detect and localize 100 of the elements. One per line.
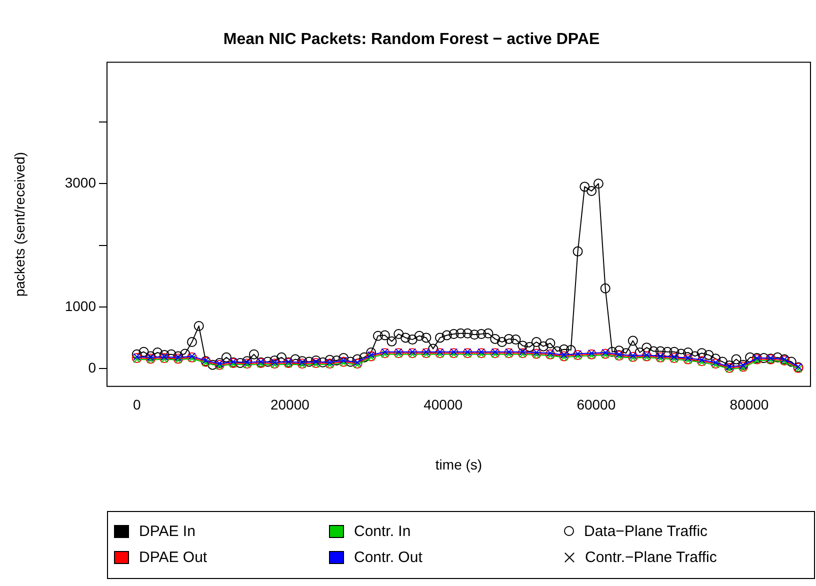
point <box>726 362 734 370</box>
point <box>712 361 720 369</box>
point <box>698 356 706 364</box>
point <box>600 348 610 359</box>
point <box>684 354 692 362</box>
point <box>174 354 182 362</box>
point <box>436 348 444 356</box>
point <box>381 350 389 358</box>
y-axis-title: packets (sent/received) <box>11 152 28 297</box>
point <box>602 351 610 359</box>
point <box>312 360 320 368</box>
point <box>394 350 402 358</box>
point <box>448 348 459 358</box>
point <box>669 353 680 364</box>
legend-label: DPAE Out <box>139 548 208 566</box>
point <box>478 348 486 356</box>
legend-label: Contr. Out <box>354 548 422 566</box>
point <box>490 348 500 358</box>
point <box>380 348 390 358</box>
point <box>462 348 473 358</box>
point <box>243 358 251 366</box>
point <box>505 348 513 356</box>
point <box>340 359 348 367</box>
point <box>656 354 664 362</box>
point <box>712 358 720 366</box>
point <box>546 349 554 357</box>
point <box>366 351 376 362</box>
point <box>243 361 251 369</box>
point <box>574 350 582 358</box>
point <box>188 352 196 360</box>
point <box>394 348 404 358</box>
point <box>270 358 280 369</box>
point <box>216 362 224 370</box>
point <box>367 354 375 362</box>
point <box>724 362 734 373</box>
point <box>324 358 335 369</box>
point <box>753 356 761 364</box>
point <box>422 348 430 356</box>
point <box>326 361 334 369</box>
point <box>160 356 168 363</box>
point <box>642 351 652 362</box>
point <box>656 352 664 360</box>
x-tick-label: 60000 <box>576 396 616 413</box>
point <box>559 351 570 362</box>
point <box>159 353 170 364</box>
point <box>146 354 154 362</box>
point <box>146 356 154 364</box>
point <box>518 348 528 358</box>
legend-label: Contr. In <box>354 522 411 540</box>
point <box>464 348 472 356</box>
point <box>532 348 540 356</box>
point <box>698 358 706 366</box>
point <box>186 352 197 362</box>
point <box>174 356 182 364</box>
point <box>546 352 554 360</box>
x-tick-label: 80000 <box>730 396 769 413</box>
point <box>394 348 402 356</box>
point <box>586 349 597 360</box>
chart-title: Mean NIC Packets: Random Forest − active DPAE <box>223 31 600 48</box>
x-tick-label: 20000 <box>270 396 310 413</box>
point <box>572 350 583 360</box>
point <box>133 356 141 363</box>
point <box>352 358 362 369</box>
point <box>532 351 540 359</box>
point <box>478 350 486 358</box>
point <box>422 350 430 358</box>
point <box>132 353 142 364</box>
point <box>615 353 623 360</box>
point <box>505 350 513 358</box>
point <box>326 358 334 366</box>
point <box>381 348 389 356</box>
point <box>407 348 418 358</box>
point <box>230 360 237 368</box>
point <box>421 348 432 358</box>
point <box>133 353 141 360</box>
point <box>434 348 445 358</box>
point <box>588 349 596 357</box>
point <box>602 348 610 356</box>
point <box>257 360 265 368</box>
point <box>739 364 747 372</box>
x-axis-title: time (s) <box>435 456 482 472</box>
point <box>408 350 416 358</box>
point <box>146 354 156 364</box>
point <box>464 350 472 358</box>
point <box>160 353 168 360</box>
text: Contr.−Plane Traffic <box>585 548 717 566</box>
point <box>696 356 707 366</box>
point <box>780 358 788 366</box>
point <box>684 356 692 364</box>
text: Data−Plane Traffic <box>584 522 708 540</box>
point <box>710 358 721 369</box>
point <box>629 352 637 360</box>
point <box>545 349 556 360</box>
point <box>491 348 499 356</box>
point <box>242 358 252 369</box>
point <box>367 351 375 359</box>
point <box>476 348 486 358</box>
point <box>297 358 308 369</box>
point <box>614 350 624 361</box>
point <box>188 354 196 362</box>
